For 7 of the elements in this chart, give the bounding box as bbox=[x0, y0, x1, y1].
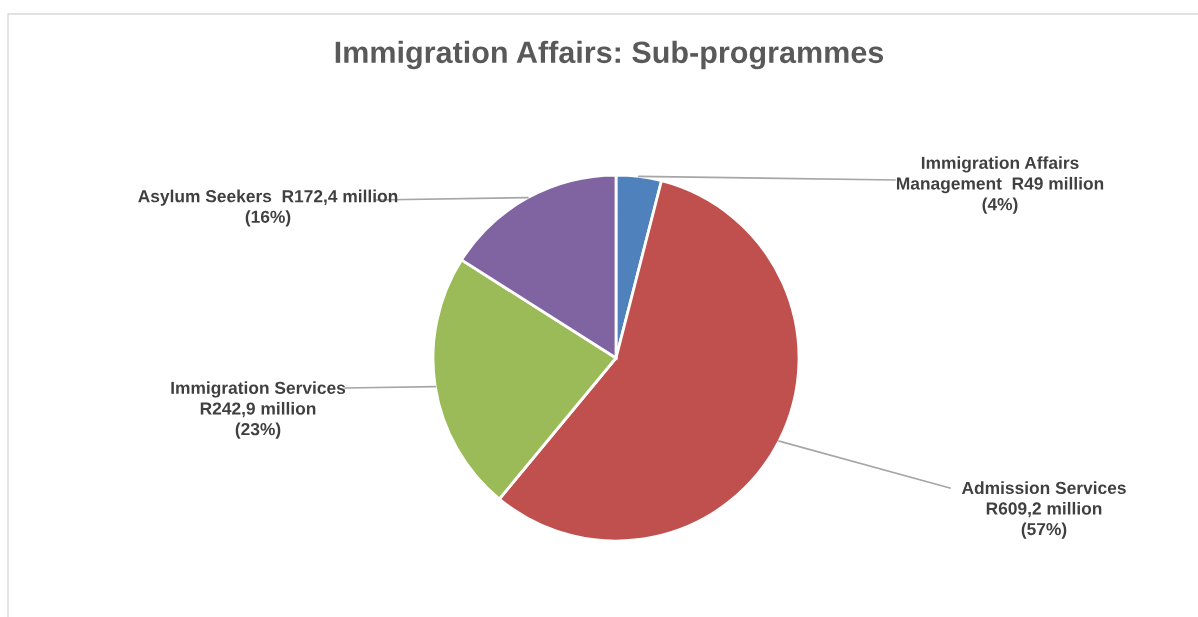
slice-label: Admission Services bbox=[961, 481, 1126, 495]
data-label: R242,9 million (23%) bbox=[200, 401, 316, 439]
slice-label: Immigration Services bbox=[171, 381, 346, 398]
data-label: R609,2 million (57%) bbox=[986, 501, 1102, 539]
slice-label: Asylum Seekers R172,4 million (16%) bbox=[138, 189, 398, 227]
chart-title: Immigration Affairs: Sub-programmes bbox=[335, 40, 884, 70]
slice-label: Immigration Affairs Management R49 million (4%) bbox=[896, 156, 1104, 214]
